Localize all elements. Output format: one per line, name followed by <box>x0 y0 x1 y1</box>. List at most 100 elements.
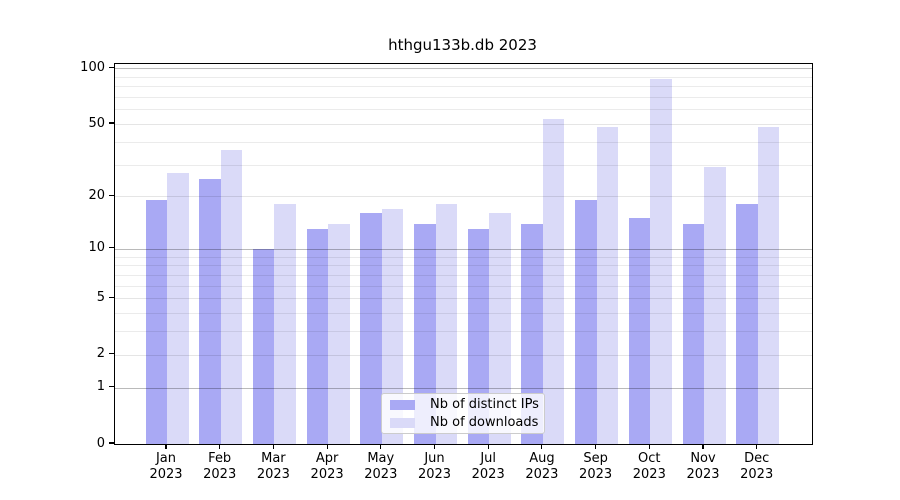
x-tick-label-apr: Apr 2023 <box>300 451 354 483</box>
x-tick-year-text: 2023 <box>149 467 183 482</box>
y-tick-label-0: 0 <box>96 435 105 451</box>
bar-distinct-ips-mar <box>252 248 275 444</box>
bar-distinct-ips-feb <box>199 178 221 444</box>
x-tick-month-text: Aug <box>529 451 555 466</box>
x-tick-year-text: 2023 <box>525 467 559 482</box>
x-tick-label-may: May 2023 <box>354 451 408 483</box>
x-tick-month-text: Dec <box>744 451 770 466</box>
bar-downloads-apr <box>328 223 350 444</box>
x-tick-label-mar: Mar 2023 <box>246 451 300 483</box>
x-tick-nov <box>702 444 704 449</box>
x-tick-month-text: Apr <box>315 451 339 466</box>
x-tick-oct <box>648 444 650 449</box>
x-tick-jul <box>487 444 489 449</box>
gridline-minor-90 <box>115 76 812 78</box>
bar-downloads-feb <box>220 150 243 444</box>
bar-downloads-dec <box>757 127 780 444</box>
legend-entry-downloads: Nb of downloads <box>382 415 544 430</box>
bar-distinct-ips-jun <box>414 223 436 444</box>
gridline-minor-30 <box>115 164 812 166</box>
x-tick-label-nov: Nov 2023 <box>676 451 730 483</box>
bar-distinct-ips-jul <box>467 229 490 444</box>
y-tick-label-2: 2 <box>96 346 105 362</box>
x-tick-mar <box>272 444 274 449</box>
bar-downloads-nov <box>704 167 726 444</box>
x-tick-month-text: Jan <box>155 451 177 466</box>
x-tick-jun <box>433 444 436 449</box>
chart-title: hthgu133b.db 2023 <box>388 36 537 54</box>
x-tick-label-jan: Jan 2023 <box>139 451 193 483</box>
x-tick-year-text: 2023 <box>686 467 720 482</box>
x-tick-year-text: 2023 <box>740 467 774 482</box>
gridline-minor-40 <box>115 141 812 143</box>
x-tick-month-text: Nov <box>690 451 716 466</box>
x-tick-year-text: 2023 <box>203 467 237 482</box>
x-tick-label-oct: Oct 2023 <box>622 451 676 483</box>
x-tick-may <box>380 444 382 449</box>
legend-label-downloads: Nb of downloads <box>430 415 539 430</box>
y-tick-0 <box>109 442 114 444</box>
bar-distinct-ips-aug <box>521 223 543 444</box>
x-tick-month-text: Mar <box>261 451 286 466</box>
y-tick-label-1: 1 <box>96 379 105 395</box>
bar-downloads-oct <box>650 78 672 444</box>
bar-downloads-may <box>381 208 404 444</box>
legend-entry-distinct-ips: Nb of distinct IPs <box>382 397 544 412</box>
x-tick-label-dec: Dec 2023 <box>730 451 784 483</box>
bar-distinct-ips-nov <box>682 223 704 444</box>
bar-downloads-aug <box>542 119 565 444</box>
x-tick-month-text: Jun <box>424 451 445 466</box>
x-tick-year-text: 2023 <box>417 467 452 482</box>
legend-swatch-downloads <box>390 417 415 428</box>
x-tick-aug <box>541 444 543 449</box>
bar-downloads-jul <box>489 213 511 444</box>
bar-distinct-ips-sep <box>575 200 597 444</box>
x-tick-year-text: 2023 <box>364 467 398 482</box>
x-tick-year-text: 2023 <box>632 467 666 482</box>
x-tick-label-jul: Jul 2023 <box>461 451 515 483</box>
x-tick-year-text: 2023 <box>471 467 505 482</box>
bar-distinct-ips-apr <box>306 229 329 444</box>
y-tick-50 <box>109 122 114 124</box>
bar-downloads-jun <box>435 204 457 444</box>
x-tick-jan <box>165 444 167 449</box>
y-tick-label-5: 5 <box>96 289 105 305</box>
gridline-minor-70 <box>115 97 812 99</box>
x-tick-month-text: Sep <box>583 451 608 466</box>
y-tick-10 <box>109 247 114 249</box>
x-tick-year-text: 2023 <box>256 467 290 482</box>
legend: Nb of distinct IPs Nb of downloads <box>381 393 545 434</box>
gridline-minor-80 <box>115 86 812 88</box>
x-tick-month-text: May <box>367 451 395 466</box>
bar-distinct-ips-jan <box>145 200 167 444</box>
bar-distinct-ips-dec <box>736 204 758 444</box>
bar-downloads-jan <box>167 172 189 444</box>
gridline-minor-60 <box>115 109 812 111</box>
x-tick-feb <box>219 444 221 449</box>
bar-downloads-sep <box>596 127 619 444</box>
y-tick-1 <box>109 386 114 388</box>
bar-downloads-mar <box>274 204 296 444</box>
y-tick-2 <box>109 353 114 355</box>
x-tick-month-text: Jul <box>480 451 497 466</box>
x-tick-apr <box>326 444 328 449</box>
x-tick-dec <box>756 444 758 449</box>
x-tick-sep <box>595 444 597 449</box>
y-tick-20 <box>109 194 114 196</box>
gridline-50 <box>115 124 812 125</box>
x-tick-month-text: Feb <box>208 451 232 466</box>
x-tick-year-text: 2023 <box>579 467 613 482</box>
y-tick-5 <box>109 296 114 298</box>
legend-label-distinct-ips: Nb of distinct IPs <box>430 397 539 412</box>
y-tick-100 <box>109 66 114 68</box>
bar-distinct-ips-may <box>360 213 382 444</box>
x-tick-month-text: Oct <box>638 451 661 466</box>
y-tick-label-10: 10 <box>88 240 105 256</box>
x-tick-label-aug: Aug 2023 <box>515 451 569 483</box>
y-tick-label-20: 20 <box>88 187 105 203</box>
x-tick-label-feb: Feb 2023 <box>193 451 247 483</box>
y-tick-label-100: 100 <box>80 59 105 75</box>
plot-area <box>114 63 813 445</box>
gridline-100 <box>115 68 812 70</box>
